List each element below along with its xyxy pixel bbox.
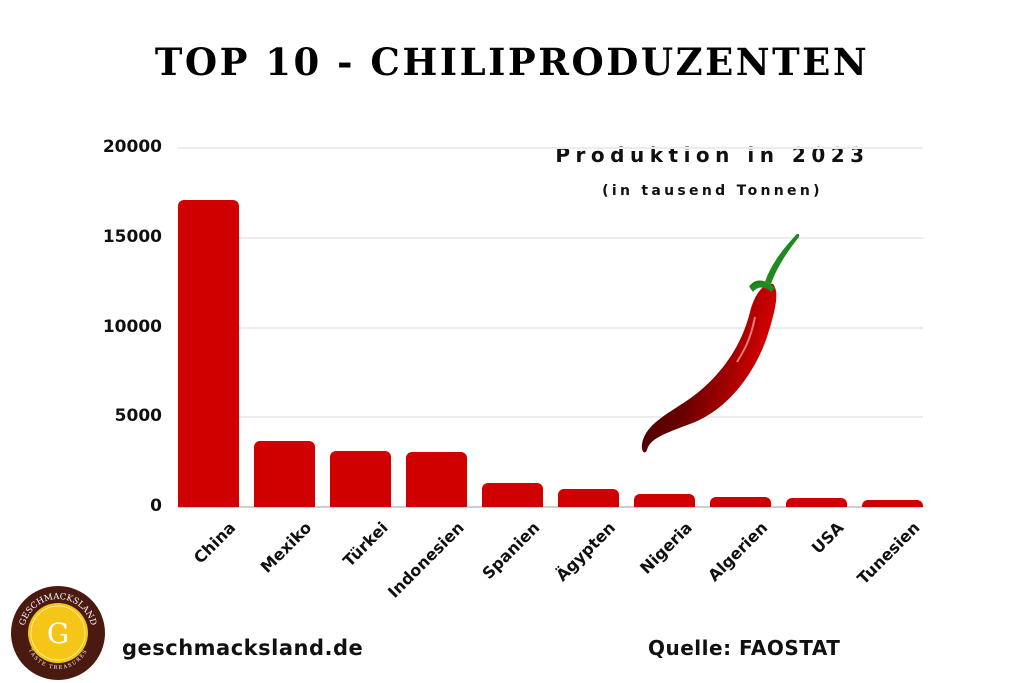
chart-unit: (in tausend Tonnen) <box>602 183 823 199</box>
brand-logo: GESCHMACKSLAND TASTE TREASURES G <box>11 586 105 680</box>
x-tick-label: Tunesien <box>853 518 924 589</box>
gridline <box>178 326 923 329</box>
website-link[interactable]: geschmacksland.de <box>122 636 364 660</box>
chart-title: TOP 10 - CHILIPRODUZENTEN <box>154 40 870 84</box>
gridline <box>178 147 923 149</box>
bar-3[interactable] <box>406 452 467 507</box>
x-tick-label: Algerien <box>704 518 772 586</box>
bar-5[interactable] <box>558 489 619 507</box>
bar-9[interactable] <box>862 499 923 507</box>
x-tick-label: Mexiko <box>256 518 316 577</box>
x-tick-label: Indonesien <box>383 518 468 602</box>
bar-6[interactable] <box>634 493 695 507</box>
y-tick-label: 15000 <box>102 226 162 247</box>
x-tick-label: Nigeria <box>635 518 696 578</box>
x-tick-label: Türkei <box>338 518 392 571</box>
x-tick-label: China <box>190 518 240 568</box>
gridline <box>178 236 923 239</box>
bar-4[interactable] <box>482 482 543 507</box>
bar-1[interactable] <box>254 440 315 507</box>
y-tick-label: 20000 <box>102 137 162 157</box>
bar-0[interactable] <box>178 200 239 507</box>
x-tick-label: Spanien <box>478 518 544 583</box>
chili-pepper-icon <box>641 233 800 453</box>
y-tick-label: 10000 <box>102 316 162 337</box>
svg-text:G: G <box>47 617 69 650</box>
gridline <box>178 416 923 419</box>
y-tick-label: 0 <box>150 496 162 516</box>
source-label: Quelle: FAOSTAT <box>648 636 841 660</box>
x-axis-line <box>178 506 923 508</box>
y-tick-label: 5000 <box>114 406 162 427</box>
bar-8[interactable] <box>786 498 847 507</box>
x-tick-label: Ägypten <box>552 518 620 585</box>
bar-2[interactable] <box>330 451 391 507</box>
x-tick-label: USA <box>807 518 848 558</box>
bar-7[interactable] <box>710 496 771 507</box>
